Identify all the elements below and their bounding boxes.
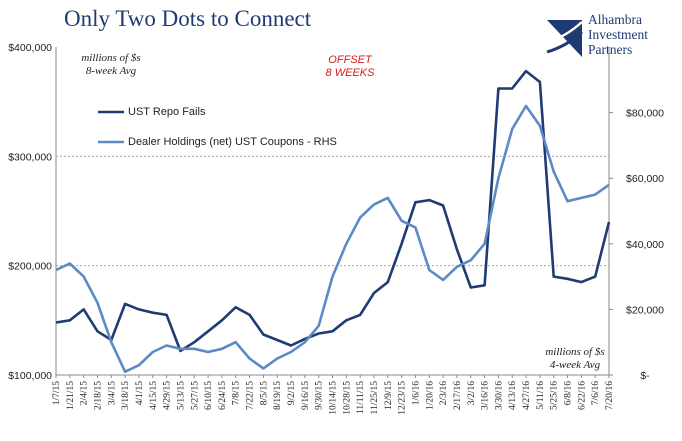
x-tick-label: 4/1/15 [135,381,145,406]
offset-line-1: OFFSET [328,54,372,66]
legend-label-dealer-holdings: Dealer Holdings (net) UST Coupons - RHS [128,136,337,148]
x-tick-label: 6/10/15 [204,381,214,410]
x-tick-label: 1/7/15 [52,381,62,406]
x-tick-label: 2/3/16 [439,381,449,406]
x-tick-label: 10/28/15 [342,381,352,415]
logo-line-1: Alhambra [588,12,642,27]
x-tick-label: 6/24/15 [218,381,228,410]
x-tick-label: 6/22/16 [577,381,587,410]
x-tick-label: 5/13/15 [176,381,186,410]
x-tick-label: 5/25/16 [550,381,560,410]
x-tick-label: 4/13/16 [508,381,518,410]
x-tick-label: 6/8/16 [564,381,574,406]
x-tick-label: 2/4/15 [80,381,90,406]
x-tick-label: 10/14/15 [329,381,339,415]
y-left-tick-label: $200,000 [8,261,52,273]
x-tick-label: 9/30/15 [315,381,325,410]
x-tick-label: 11/25/15 [370,381,380,415]
x-tick-label: 2/17/16 [453,381,463,410]
right-unit-line-1: millions of $s [545,346,605,358]
x-tick-label: 5/11/16 [536,381,546,410]
x-tick-label: 7/8/15 [232,381,242,406]
left-unit-line-2: 8-week Avg [85,65,137,77]
x-tick-label: 11/11/15 [356,381,366,414]
y-right-tick-label: $40,000 [626,239,664,251]
y-right-tick-label: $20,000 [626,304,664,316]
alhambra-logo-icon [542,18,584,57]
x-tick-label: 3/4/15 [107,381,117,406]
x-tick-label: 3/18/15 [121,381,131,410]
x-tick-label: 4/29/15 [163,381,173,410]
x-tick-label: 7/22/15 [246,381,256,410]
x-tick-label: 3/16/16 [481,381,491,410]
x-tick-label: 12/9/15 [384,381,394,410]
x-tick-label: 5/27/15 [190,381,200,410]
x-tick-label: 2/18/15 [93,381,103,410]
right-unit-note: millions of $s 4-week Avg [530,346,620,372]
y-left-tick-label: $100,000 [8,370,52,382]
x-tick-label: 7/6/16 [591,381,601,406]
y-right-tick-label: $80,000 [626,108,664,120]
logo-line-2: Investment [588,27,648,42]
x-tick-label: 3/2/16 [467,381,477,406]
right-unit-line-2: 4-week Avg [549,359,601,371]
logo-text: Alhambra Investment Partners [588,12,648,57]
logo-line-3: Partners [588,42,633,57]
x-tick-label: 8/19/15 [273,381,283,410]
left-unit-line-1: millions of $s [81,52,141,64]
series-line-dealer-holdings [55,104,610,373]
offset-note: OFFSET 8 WEEKS [300,54,400,80]
y-left-tick-label: $400,000 [8,42,52,54]
x-tick-label: 9/16/15 [301,381,311,410]
offset-line-2: 8 WEEKS [325,67,375,79]
x-tick-label: 1/20/16 [425,381,435,410]
x-tick-label: 7/20/16 [605,381,615,410]
y-right-tick-label: $60,000 [626,173,664,185]
chart-title: Only Two Dots to Connect [64,6,312,31]
y-right-tick-label: $- [640,370,650,382]
x-tick-label: 9/2/15 [287,381,297,406]
legend-label-repo-fails: UST Repo Fails [128,106,206,118]
left-unit-note: millions of $s 8-week Avg [66,52,156,78]
x-tick-label: 1/21/15 [66,381,76,410]
x-tick-label: 12/23/15 [398,381,408,415]
x-tick-label: 3/30/16 [494,381,504,410]
x-tick-label: 1/6/16 [411,381,421,406]
series-line-repo-fails [55,69,611,353]
x-tick-label: 4/27/16 [522,381,532,410]
x-tick-label: 4/15/15 [149,381,159,410]
x-tick-label: 8/5/15 [259,381,269,406]
y-left-tick-label: $300,000 [8,151,52,163]
